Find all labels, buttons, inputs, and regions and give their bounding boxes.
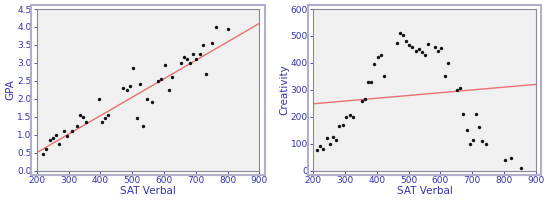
Point: [379, 75, 388, 78]
Point: [421, 53, 430, 56]
Point: [349, 115, 358, 118]
Point: [459, 112, 468, 116]
Point: [183, 58, 191, 61]
Point: [415, 48, 424, 51]
Point: [82, 120, 91, 124]
Point: [437, 46, 446, 50]
Point: [133, 117, 141, 120]
Point: [186, 61, 195, 64]
Point: [316, 145, 324, 148]
Point: [500, 158, 509, 161]
Point: [160, 63, 169, 66]
Point: [417, 50, 426, 54]
Point: [338, 123, 347, 126]
Point: [98, 120, 107, 124]
Point: [139, 124, 148, 127]
Y-axis label: GPA: GPA: [6, 79, 15, 100]
Point: [192, 58, 201, 61]
Point: [395, 32, 404, 35]
Point: [122, 88, 131, 91]
Point: [125, 85, 134, 88]
Point: [408, 45, 417, 48]
Point: [373, 56, 382, 59]
Point: [75, 113, 84, 117]
Point: [453, 88, 461, 91]
Point: [195, 52, 204, 56]
Point: [399, 33, 408, 36]
Point: [39, 153, 48, 156]
Point: [179, 56, 188, 59]
Point: [168, 76, 177, 79]
Point: [119, 86, 128, 90]
Point: [313, 149, 322, 152]
Point: [507, 157, 515, 160]
Point: [211, 25, 220, 29]
Point: [444, 61, 453, 64]
Point: [202, 72, 211, 75]
Point: [63, 135, 72, 138]
Point: [456, 87, 465, 90]
Point: [136, 83, 145, 86]
Point: [335, 124, 344, 128]
X-axis label: SAT Verbal: SAT Verbal: [397, 186, 453, 196]
Point: [424, 42, 433, 46]
Point: [469, 138, 477, 141]
Point: [358, 99, 366, 102]
Point: [326, 142, 334, 145]
Point: [322, 137, 331, 140]
Point: [430, 45, 439, 48]
Point: [433, 49, 442, 52]
Point: [59, 129, 68, 133]
Point: [472, 112, 481, 116]
Point: [157, 77, 166, 81]
Point: [101, 117, 109, 120]
Point: [462, 128, 471, 132]
Point: [79, 115, 87, 118]
Point: [72, 124, 81, 127]
Point: [411, 49, 420, 52]
Point: [441, 75, 450, 78]
Point: [345, 114, 354, 117]
Point: [478, 139, 487, 143]
Point: [392, 41, 401, 44]
Point: [129, 67, 138, 70]
Point: [370, 63, 379, 66]
Point: [95, 97, 103, 100]
Point: [176, 61, 185, 64]
Point: [199, 43, 207, 46]
Point: [516, 166, 525, 169]
Point: [475, 126, 483, 129]
Point: [332, 138, 340, 141]
Y-axis label: Creativity: Creativity: [279, 64, 289, 115]
Point: [342, 115, 350, 118]
Point: [52, 133, 60, 136]
Point: [360, 98, 369, 101]
Point: [465, 142, 474, 145]
Point: [104, 113, 113, 117]
Point: [147, 101, 156, 104]
Point: [154, 79, 163, 82]
Point: [319, 147, 328, 150]
Point: [164, 88, 173, 91]
Point: [189, 52, 197, 56]
Point: [45, 138, 54, 142]
Point: [481, 142, 490, 145]
Point: [48, 137, 57, 140]
Point: [364, 80, 372, 83]
Point: [208, 42, 217, 45]
Point: [376, 53, 385, 56]
Point: [328, 135, 337, 139]
Point: [405, 44, 414, 47]
Point: [402, 40, 410, 43]
Point: [224, 27, 233, 31]
Point: [42, 147, 51, 150]
Point: [142, 97, 151, 100]
X-axis label: SAT Verbal: SAT Verbal: [120, 186, 176, 196]
Point: [68, 129, 76, 133]
Point: [367, 80, 376, 83]
Point: [55, 142, 64, 145]
